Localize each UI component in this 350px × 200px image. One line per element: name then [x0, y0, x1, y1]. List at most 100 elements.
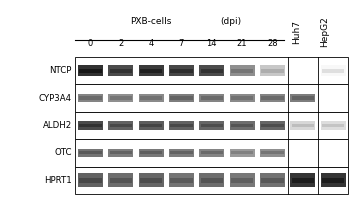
Bar [199, 121, 224, 130]
Text: 7: 7 [179, 39, 184, 48]
Bar [169, 94, 194, 102]
Bar [261, 124, 284, 127]
Bar [230, 173, 254, 187]
Bar [201, 69, 223, 73]
Bar [108, 173, 133, 187]
Text: 4: 4 [148, 39, 154, 48]
Bar [75, 139, 348, 167]
Bar [110, 124, 132, 127]
Bar [170, 69, 192, 73]
Text: CYP3A4: CYP3A4 [38, 94, 72, 103]
Bar [290, 121, 315, 130]
Bar [261, 178, 284, 183]
Bar [169, 121, 194, 130]
Bar [322, 124, 344, 127]
Bar [110, 96, 132, 100]
Bar [231, 69, 253, 73]
Bar [79, 124, 102, 127]
Bar [169, 65, 194, 76]
Text: NTCP: NTCP [49, 66, 72, 75]
Bar [139, 173, 163, 187]
Bar [170, 151, 192, 154]
Text: (dpi): (dpi) [220, 17, 241, 26]
Bar [201, 178, 223, 183]
Bar [321, 173, 345, 187]
Bar [322, 178, 344, 183]
Bar [139, 121, 163, 130]
Bar [75, 167, 348, 194]
Bar [108, 94, 133, 102]
Bar [75, 112, 348, 139]
Bar [140, 124, 162, 127]
Bar [260, 149, 285, 157]
Bar [231, 151, 253, 154]
Bar [78, 121, 103, 130]
Bar [170, 96, 192, 100]
Bar [110, 178, 132, 183]
Bar [261, 69, 284, 73]
Bar [199, 65, 224, 76]
Bar [230, 94, 254, 102]
Bar [78, 94, 103, 102]
Bar [79, 96, 102, 100]
Bar [79, 69, 102, 73]
Bar [261, 96, 284, 100]
Bar [140, 69, 162, 73]
Text: 28: 28 [267, 39, 278, 48]
Bar [78, 173, 103, 187]
Bar [231, 124, 253, 127]
Text: 2: 2 [118, 39, 123, 48]
Bar [230, 65, 254, 76]
Bar [75, 57, 348, 84]
Bar [199, 94, 224, 102]
Bar [321, 65, 345, 76]
Text: HPRT1: HPRT1 [44, 176, 72, 185]
Bar [110, 151, 132, 154]
Text: HepG2: HepG2 [320, 17, 329, 47]
Bar [170, 178, 192, 183]
Bar [260, 173, 285, 187]
Bar [322, 69, 344, 73]
Text: PXB-cells: PXB-cells [130, 17, 171, 26]
Bar [170, 124, 192, 127]
Bar [169, 149, 194, 157]
Bar [79, 178, 102, 183]
Bar [108, 65, 133, 76]
Bar [140, 96, 162, 100]
Bar [201, 151, 223, 154]
Bar [78, 149, 103, 157]
Bar [290, 94, 315, 102]
Bar [201, 96, 223, 100]
Bar [261, 151, 284, 154]
Bar [79, 151, 102, 154]
Bar [110, 69, 132, 73]
Bar [292, 178, 314, 183]
Bar [321, 121, 345, 130]
Text: 21: 21 [237, 39, 247, 48]
Bar [140, 178, 162, 183]
Bar [260, 121, 285, 130]
Bar [139, 149, 163, 157]
Bar [139, 65, 163, 76]
Bar [230, 121, 254, 130]
Bar [292, 96, 314, 100]
Bar [140, 151, 162, 154]
Bar [231, 96, 253, 100]
Bar [139, 94, 163, 102]
Bar [201, 124, 223, 127]
Bar [108, 121, 133, 130]
Bar [169, 173, 194, 187]
Text: 14: 14 [206, 39, 217, 48]
Text: Huh7: Huh7 [292, 20, 301, 44]
Bar [199, 173, 224, 187]
Bar [260, 94, 285, 102]
Text: 0: 0 [88, 39, 93, 48]
Bar [230, 149, 254, 157]
Bar [108, 149, 133, 157]
Bar [78, 65, 103, 76]
Bar [290, 173, 315, 187]
Bar [231, 178, 253, 183]
Bar [75, 84, 348, 112]
Text: OTC: OTC [54, 148, 72, 157]
Text: ALDH2: ALDH2 [42, 121, 72, 130]
